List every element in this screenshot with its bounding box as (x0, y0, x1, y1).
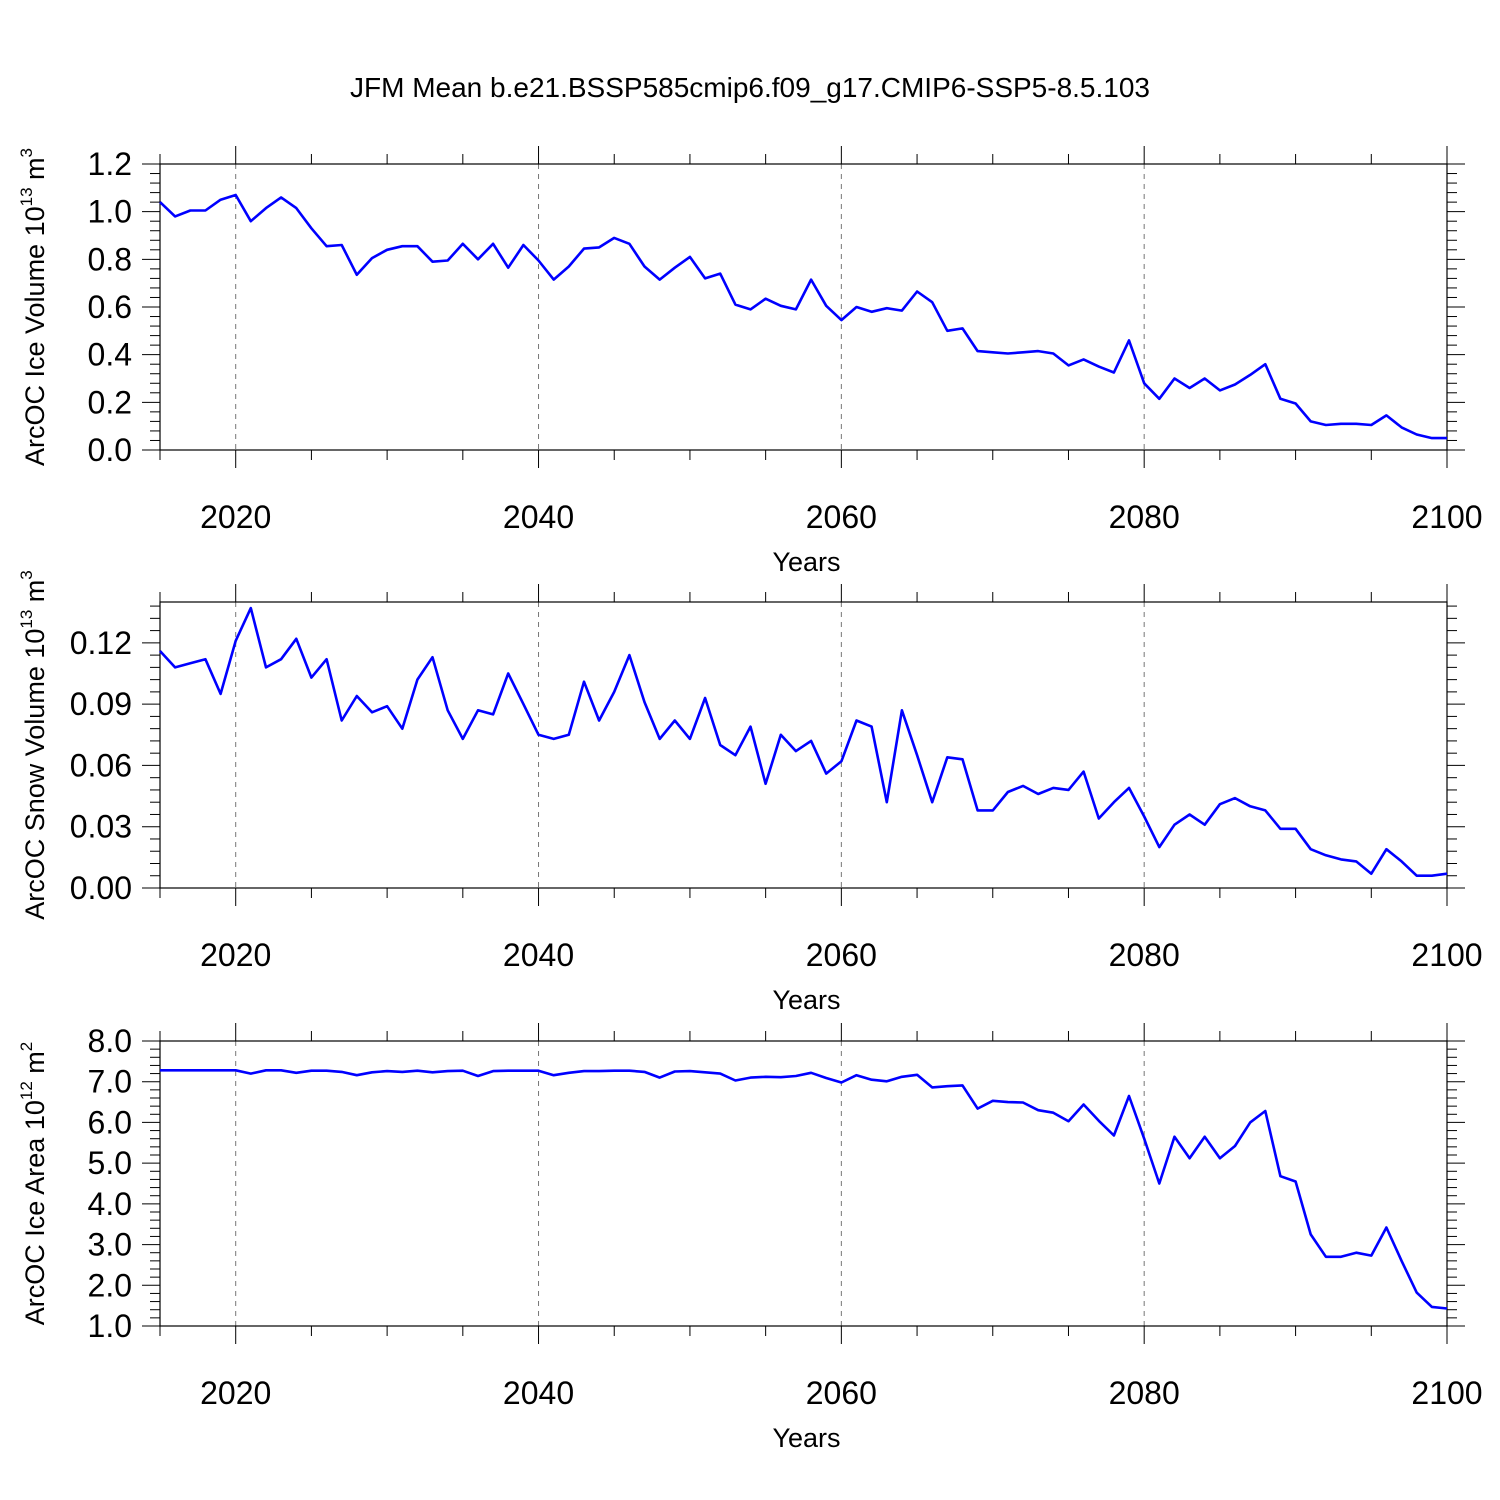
x-axis-title: Years (772, 547, 840, 577)
y-tick-label: 0.0 (88, 432, 132, 468)
y-tick-label: 4.0 (88, 1186, 132, 1222)
plot-frame (159, 601, 1448, 889)
plot-frame (159, 1040, 1448, 1327)
x-tick-label: 2040 (503, 499, 574, 535)
y-axis-title: ArcOC Ice Area 1012 m2 (17, 1042, 50, 1326)
y-tick-label: 7.0 (88, 1064, 132, 1100)
chart-title: JFM Mean b.e21.BSSP585cmip6.f09_g17.CMIP… (350, 72, 1150, 103)
y-tick-label: 0.12 (70, 625, 132, 661)
y-tick-label: 0.09 (70, 686, 132, 722)
y-tick-label: 5.0 (88, 1145, 132, 1181)
y-axis-title: ArcOC Ice Volume 1013 m3 (17, 148, 50, 466)
y-tick-label: 2.0 (88, 1267, 132, 1303)
y-tick-label: 1.0 (88, 1308, 132, 1344)
x-tick-label: 2080 (1109, 499, 1180, 535)
chart-panel-3: 2020 2040 2060 2080 2100 1.0 2.0 3.0 4.0 5.0 6.0 7.… (17, 1023, 1483, 1453)
plot-frame (159, 163, 1448, 451)
x-tick-label: 2100 (1411, 1375, 1482, 1411)
y-tick-label: 3.0 (88, 1227, 132, 1263)
x-tick-label: 2060 (806, 937, 877, 973)
y-tick-label: 0.6 (88, 289, 132, 325)
y-tick-label: 0.00 (70, 870, 132, 906)
x-tick-label: 2020 (200, 1375, 271, 1411)
chart-panels: 2020 2040 2060 2080 2100 0.0 0.2 0.4 0.6 0.8 1.0 1.… (17, 146, 1483, 1453)
x-tick-label: 2020 (200, 937, 271, 973)
x-tick-label: 2100 (1411, 937, 1482, 973)
x-tick-label: 2060 (806, 1375, 877, 1411)
x-axis-title: Years (772, 985, 840, 1015)
data-series-line (159, 193, 1447, 440)
y-tick-label: 0.06 (70, 747, 132, 783)
x-tick-label: 2040 (503, 1375, 574, 1411)
x-tick-label: 2020 (200, 499, 271, 535)
chart-panel-1: 2020 2040 2060 2080 2100 0.0 0.2 0.4 0.6 0.8 1.0 1.… (17, 146, 1483, 577)
y-axis-title: ArcOC Snow Volume 1013 m3 (17, 570, 50, 920)
x-tick-label: 2080 (1109, 1375, 1180, 1411)
data-series-line (159, 606, 1448, 878)
x-tick-label: 2040 (503, 937, 574, 973)
data-series-line (160, 1069, 1448, 1310)
x-tick-label: 2060 (806, 499, 877, 535)
chart-panel-2: 2020 2040 2060 2080 2100 0.00 0.03 0.06 0.09 0.12… (17, 570, 1483, 1015)
y-tick-label: 0.8 (88, 241, 132, 277)
x-tick-label: 2100 (1411, 499, 1482, 535)
y-tick-label: 0.4 (88, 337, 132, 373)
y-tick-label: 6.0 (88, 1104, 132, 1140)
y-tick-label: 8.0 (88, 1023, 132, 1059)
y-tick-label: 1.0 (88, 194, 132, 230)
x-tick-label: 2080 (1109, 937, 1180, 973)
y-tick-label: 0.2 (88, 384, 132, 420)
y-tick-label: 1.2 (88, 146, 132, 182)
x-axis-title: Years (772, 1423, 840, 1453)
y-tick-label: 0.03 (70, 809, 132, 845)
